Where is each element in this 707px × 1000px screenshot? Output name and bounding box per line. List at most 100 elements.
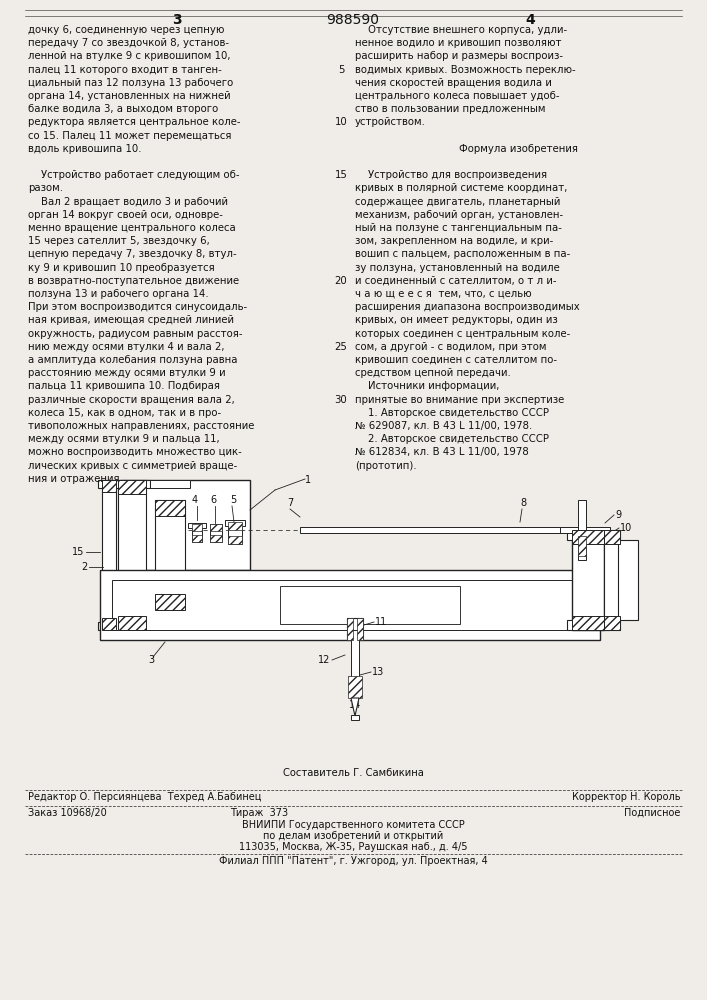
Text: 5: 5 bbox=[338, 65, 344, 75]
Text: редуктора является центральное коле-: редуктора является центральное коле- bbox=[28, 117, 240, 127]
Text: дочку 6, соединенную через цепную: дочку 6, соединенную через цепную bbox=[28, 25, 224, 35]
Bar bbox=[112, 580, 588, 630]
Bar bbox=[228, 522, 242, 530]
Text: 11: 11 bbox=[375, 617, 387, 627]
Text: 13: 13 bbox=[372, 667, 384, 677]
Text: 12: 12 bbox=[317, 655, 330, 665]
Text: При этом воспроизводится синусоидаль-: При этом воспроизводится синусоидаль- bbox=[28, 302, 247, 312]
Bar bbox=[210, 524, 222, 531]
Text: Источники информации,: Источники информации, bbox=[355, 381, 499, 391]
Bar bbox=[155, 500, 185, 610]
Bar bbox=[578, 536, 586, 556]
Bar bbox=[604, 530, 620, 544]
Text: 5: 5 bbox=[230, 495, 236, 505]
Bar bbox=[357, 618, 363, 640]
Text: содержащее двигатель, планетарный: содержащее двигатель, планетарный bbox=[355, 197, 561, 207]
Bar bbox=[604, 530, 620, 630]
Text: Устройство работает следующим об-: Устройство работает следующим об- bbox=[28, 170, 240, 180]
Bar bbox=[102, 480, 116, 630]
Text: 1: 1 bbox=[305, 475, 311, 485]
Text: 9: 9 bbox=[615, 510, 621, 520]
Bar bbox=[560, 527, 610, 533]
Bar bbox=[351, 630, 359, 680]
Text: ния и отражения.: ния и отражения. bbox=[28, 474, 123, 484]
Text: балке водила 3, а выходом второго: балке водила 3, а выходом второго bbox=[28, 104, 218, 114]
Text: расширить набор и размеры воспроиз-: расширить набор и размеры воспроиз- bbox=[355, 51, 563, 61]
Text: 25: 25 bbox=[334, 342, 347, 352]
Text: органа 14, установленных на нижней: органа 14, установленных на нижней bbox=[28, 91, 230, 101]
Bar bbox=[192, 535, 202, 542]
Text: циальный паз 12 ползуна 13 рабочего: циальный паз 12 ползуна 13 рабочего bbox=[28, 78, 233, 88]
Text: принятые во внимание при экспертизе: принятые во внимание при экспертизе bbox=[355, 395, 564, 405]
Text: ленной на втулке 9 с кривошипом 10,: ленной на втулке 9 с кривошипом 10, bbox=[28, 51, 230, 61]
Text: № 612834, кл. В 43 L 11/00, 1978: № 612834, кл. В 43 L 11/00, 1978 bbox=[355, 447, 529, 457]
Bar bbox=[572, 616, 604, 630]
Text: лических кривых с симметрией враще-: лических кривых с симметрией враще- bbox=[28, 461, 238, 471]
Text: зу ползуна, установленный на водиле: зу ползуна, установленный на водиле bbox=[355, 263, 560, 273]
Text: колеса 15, как в одном, так и в про-: колеса 15, как в одном, так и в про- bbox=[28, 408, 221, 418]
Text: 3: 3 bbox=[148, 655, 154, 665]
Bar bbox=[192, 524, 202, 531]
Text: расширения диапазона воспроизводимых: расширения диапазона воспроизводимых bbox=[355, 302, 580, 312]
Text: 8: 8 bbox=[520, 498, 526, 508]
Text: тивоположных направлениях, расстояние: тивоположных направлениях, расстояние bbox=[28, 421, 255, 431]
Text: а амплитуда колебания ползуна равна: а амплитуда колебания ползуна равна bbox=[28, 355, 238, 365]
Bar bbox=[102, 480, 116, 492]
Bar bbox=[618, 540, 638, 620]
Bar bbox=[572, 530, 604, 630]
Text: водимых кривых. Возможность переклю-: водимых кривых. Возможность переклю- bbox=[355, 65, 575, 75]
Bar bbox=[300, 527, 570, 533]
Text: 10: 10 bbox=[620, 523, 632, 533]
Text: 10: 10 bbox=[334, 117, 347, 127]
Text: окружность, радиусом равным расстоя-: окружность, радиусом равным расстоя- bbox=[28, 329, 243, 339]
Text: Филиал ППП "Патент", г. Ужгород, ул. Проектная, 4: Филиал ППП "Патент", г. Ужгород, ул. Про… bbox=[218, 856, 487, 866]
Text: зом, закрепленном на водиле, и кри-: зом, закрепленном на водиле, и кри- bbox=[355, 236, 554, 246]
Bar bbox=[225, 520, 245, 526]
Bar bbox=[280, 586, 460, 624]
Text: 7: 7 bbox=[287, 498, 293, 508]
Text: 113035, Москва, Ж-35, Раушская наб., д. 4/5: 113035, Москва, Ж-35, Раушская наб., д. … bbox=[239, 842, 467, 852]
Bar bbox=[347, 618, 363, 640]
Bar bbox=[604, 616, 620, 630]
Text: 6: 6 bbox=[210, 495, 216, 505]
Text: палец 11 которого входит в танген-: палец 11 которого входит в танген- bbox=[28, 65, 222, 75]
Text: ку 9 и кривошип 10 преобразуется: ку 9 и кривошип 10 преобразуется bbox=[28, 263, 215, 273]
Text: механизм, рабочий орган, установлен-: механизм, рабочий орган, установлен- bbox=[355, 210, 563, 220]
Bar bbox=[188, 523, 206, 528]
Text: 14: 14 bbox=[349, 700, 361, 710]
Text: различные скорости вращения вала 2,: различные скорости вращения вала 2, bbox=[28, 395, 235, 405]
Text: менно вращение центрального колеса: менно вращение центрального колеса bbox=[28, 223, 235, 233]
Text: по делам изобретений и открытий: по делам изобретений и открытий bbox=[263, 831, 443, 841]
Text: кривошип соединен с сателлитом по-: кривошип соединен с сателлитом по- bbox=[355, 355, 557, 365]
Text: центрального колеса повышает удоб-: центрального колеса повышает удоб- bbox=[355, 91, 559, 101]
Bar bbox=[155, 500, 185, 516]
Text: ненное водило и кривошип позволяют: ненное водило и кривошип позволяют bbox=[355, 38, 561, 48]
Bar bbox=[118, 480, 146, 494]
Bar bbox=[150, 602, 190, 610]
Bar bbox=[100, 570, 600, 640]
Bar bbox=[228, 522, 242, 544]
Bar bbox=[351, 715, 359, 720]
Text: (прототип).: (прототип). bbox=[355, 461, 416, 471]
Text: 30: 30 bbox=[334, 395, 347, 405]
Bar bbox=[150, 480, 190, 488]
Text: Составитель Г. Самбикина: Составитель Г. Самбикина bbox=[283, 768, 423, 778]
Bar bbox=[348, 676, 362, 698]
Text: 988590: 988590 bbox=[327, 13, 380, 27]
Text: со 15. Палец 11 может перемещаться: со 15. Палец 11 может перемещаться bbox=[28, 131, 231, 141]
Text: ВНИИПИ Государственного комитета СССР: ВНИИПИ Государственного комитета СССР bbox=[242, 820, 464, 830]
Text: 3: 3 bbox=[173, 13, 182, 27]
Bar bbox=[98, 480, 150, 488]
Text: 2: 2 bbox=[82, 562, 88, 572]
Text: вошип с пальцем, расположенным в па-: вошип с пальцем, расположенным в па- bbox=[355, 249, 571, 259]
Bar bbox=[118, 616, 146, 630]
Text: Заказ 10968/20: Заказ 10968/20 bbox=[28, 808, 107, 818]
Bar bbox=[102, 618, 116, 630]
Text: цепную передачу 7, звездочку 8, втул-: цепную передачу 7, звездочку 8, втул- bbox=[28, 249, 237, 259]
Text: ный на ползуне с тангенциальным па-: ный на ползуне с тангенциальным па- bbox=[355, 223, 562, 233]
Text: средством цепной передачи.: средством цепной передачи. bbox=[355, 368, 510, 378]
Text: кривых, он имеет редукторы, один из: кривых, он имеет редукторы, один из bbox=[355, 315, 558, 325]
Bar bbox=[155, 594, 185, 610]
Text: № 629087, кл. В 43 L 11/00, 1978.: № 629087, кл. В 43 L 11/00, 1978. bbox=[355, 421, 532, 431]
Text: устройством.: устройством. bbox=[355, 117, 426, 127]
